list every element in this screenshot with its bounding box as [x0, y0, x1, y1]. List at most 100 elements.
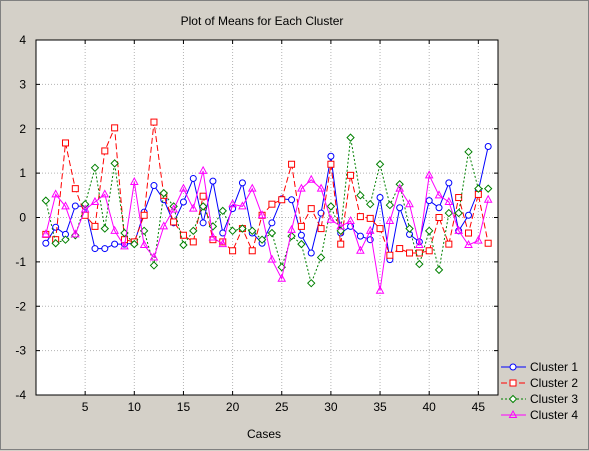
data-point: [297, 183, 306, 192]
data-point: [415, 239, 424, 249]
series-line: [45, 146, 489, 260]
y-tick-label: 4: [19, 33, 26, 47]
data-point: [415, 249, 423, 257]
data-point: [110, 159, 119, 168]
data-point: [435, 204, 443, 212]
data-point: [149, 261, 159, 270]
series-line: [45, 122, 489, 256]
data-point: [307, 249, 315, 257]
data-point: [110, 225, 119, 234]
data-point: [317, 209, 325, 217]
data-point: [150, 118, 158, 126]
data-point: [327, 152, 335, 160]
data-point: [169, 204, 178, 213]
data-point: [209, 177, 217, 185]
data-point: [51, 189, 60, 198]
data-point: [405, 224, 414, 233]
data-point: [444, 196, 454, 205]
data-point: [483, 184, 493, 193]
data-point: [415, 259, 424, 269]
legend-label: Cluster 2: [530, 376, 578, 390]
x-tick-label: 25: [275, 400, 289, 414]
data-point: [307, 205, 315, 213]
data-point: [297, 231, 305, 239]
data-point: [425, 247, 433, 255]
data-point: [150, 182, 158, 190]
data-point: [365, 225, 375, 234]
data-point: [257, 235, 267, 244]
data-point: [405, 199, 414, 208]
data-point: [395, 183, 405, 192]
data-point: [356, 191, 365, 200]
legend-label: Cluster 4: [530, 408, 578, 422]
legend-item-cluster-4: Cluster 4: [501, 408, 578, 422]
data-point: [454, 225, 464, 234]
x-tick-label: 45: [472, 400, 486, 414]
data-point: [445, 179, 453, 187]
data-point: [71, 185, 79, 193]
data-point: [238, 201, 247, 210]
data-point: [474, 184, 483, 193]
x-tick-label: 20: [226, 400, 240, 414]
data-point: [198, 165, 208, 174]
data-point: [52, 223, 60, 231]
data-point: [424, 170, 434, 179]
data-point: [159, 188, 168, 198]
data-point: [366, 199, 375, 209]
series-cluster-3: [41, 133, 493, 288]
data-point: [376, 194, 384, 202]
data-point: [444, 208, 454, 218]
legend-marker: [509, 363, 517, 371]
data-point: [100, 189, 110, 198]
data-point: [189, 238, 197, 246]
data-point: [71, 202, 79, 210]
data-point: [278, 196, 286, 204]
data-point: [386, 251, 394, 259]
data-point: [179, 240, 188, 250]
data-point: [425, 197, 433, 205]
y-tick-label: -1: [15, 255, 26, 269]
data-point: [424, 226, 434, 236]
data-point: [218, 206, 227, 216]
data-point: [464, 147, 473, 157]
legend-label: Cluster 3: [530, 392, 578, 406]
data-point: [317, 225, 325, 233]
data-point: [90, 196, 100, 205]
data-point: [130, 239, 139, 249]
data-point: [297, 222, 305, 230]
data-point: [385, 200, 395, 210]
y-tick-label: -4: [15, 388, 26, 402]
data-point: [208, 232, 218, 241]
data-point: [199, 192, 207, 200]
y-tick-label: 0: [19, 211, 26, 225]
data-point: [267, 254, 277, 263]
data-point: [51, 239, 60, 248]
data-point: [267, 228, 277, 238]
data-point: [218, 239, 228, 248]
data-point: [248, 226, 257, 236]
data-point: [366, 214, 374, 222]
series-cluster-4: [41, 165, 493, 294]
data-point: [288, 160, 296, 168]
data-point: [91, 245, 99, 253]
data-point: [375, 285, 385, 294]
data-point: [247, 183, 257, 192]
data-point: [179, 231, 187, 239]
data-point: [376, 225, 384, 233]
data-point: [465, 211, 473, 219]
data-point: [465, 229, 473, 237]
data-point: [474, 235, 483, 244]
data-point: [238, 224, 247, 233]
data-point: [100, 224, 110, 233]
data-point: [149, 252, 159, 261]
data-point: [159, 221, 169, 230]
x-tick-label: 40: [423, 400, 437, 414]
data-point: [140, 211, 148, 219]
series-line: [45, 170, 489, 291]
legend-label: Cluster 1: [530, 360, 578, 374]
x-tick-label: 35: [373, 400, 387, 414]
x-tick-label: 10: [128, 400, 142, 414]
data-point: [454, 208, 463, 218]
series-group: [41, 118, 493, 294]
